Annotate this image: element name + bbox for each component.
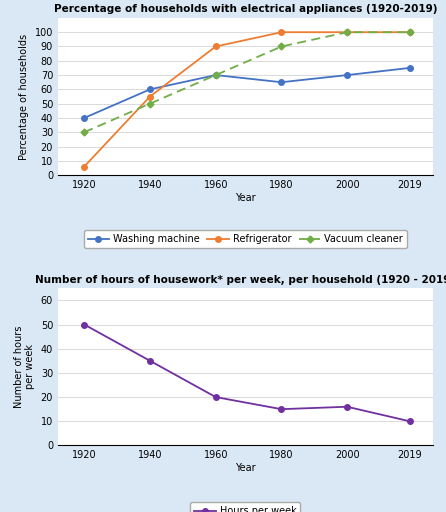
Vacuum cleaner [82,129,87,135]
Refrigerator [213,44,219,50]
Y-axis label: Percentage of households: Percentage of households [19,33,29,160]
Refrigerator [147,93,153,99]
Vacuum cleaner [407,29,412,35]
Hours per week [82,322,87,328]
Refrigerator [407,29,412,35]
Line: Vacuum cleaner: Vacuum cleaner [82,30,412,135]
Refrigerator [344,29,350,35]
Hours per week [147,358,153,364]
Washing machine [279,79,284,86]
Y-axis label: Number of hours
per week: Number of hours per week [13,326,35,408]
Washing machine [344,72,350,78]
Hours per week [279,406,284,412]
X-axis label: Year: Year [235,193,256,203]
Refrigerator [82,163,87,169]
Line: Hours per week: Hours per week [82,322,413,424]
Washing machine [407,65,412,71]
Legend: Hours per week: Hours per week [190,502,300,512]
Washing machine [213,72,219,78]
Washing machine [147,87,153,93]
Hours per week [344,403,350,410]
Title: Percentage of households with electrical appliances (1920-2019): Percentage of households with electrical… [54,5,437,14]
Legend: Washing machine, Refrigerator, Vacuum cleaner: Washing machine, Refrigerator, Vacuum cl… [84,230,407,248]
Vacuum cleaner [344,29,350,35]
Hours per week [213,394,219,400]
Washing machine [82,115,87,121]
Vacuum cleaner [213,72,219,78]
Line: Washing machine: Washing machine [82,65,413,121]
Vacuum cleaner [279,44,284,50]
Refrigerator [279,29,284,35]
X-axis label: Year: Year [235,463,256,473]
Title: Number of hours of housework* per week, per household (1920 - 2019): Number of hours of housework* per week, … [35,275,446,285]
Hours per week [407,418,412,424]
Line: Refrigerator: Refrigerator [82,29,413,169]
Vacuum cleaner [147,100,153,106]
